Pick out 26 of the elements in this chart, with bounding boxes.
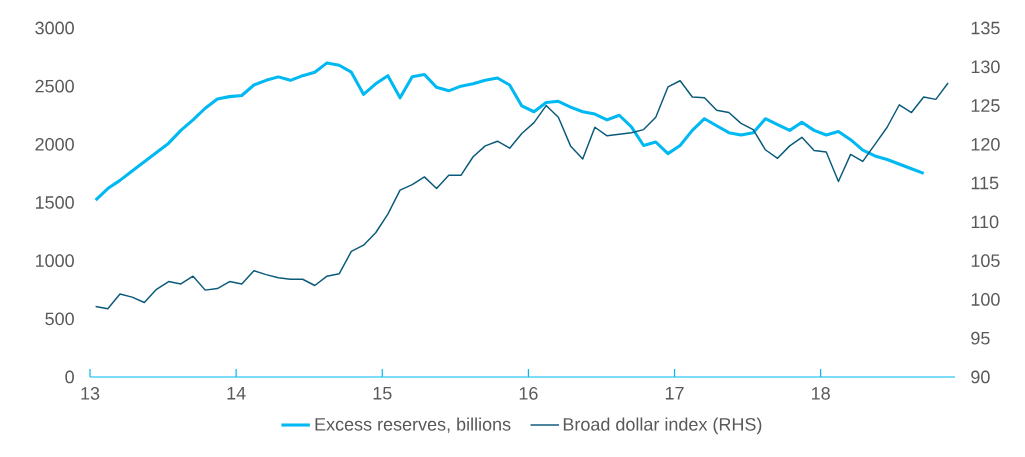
y2-tick-label: 130	[971, 60, 1000, 74]
x-tick-label: 14	[227, 387, 246, 400]
y-tick-label: 3000	[35, 21, 74, 35]
y-tick-label: 1500	[35, 196, 74, 209]
legend-label: Broad dollar index (RHS)	[563, 417, 762, 435]
y2-tick-label: 105	[971, 254, 1000, 268]
y-tick-label: 2000	[35, 137, 74, 151]
line-series	[94, 79, 949, 310]
x-tick-label: 15	[373, 387, 392, 400]
y2-tick-label: 125	[971, 99, 1000, 112]
legend-label: Excess reserves, billions	[315, 417, 511, 433]
y2-tick-label: 135	[971, 21, 1000, 35]
y2-tick-label: 90	[971, 370, 990, 384]
x-tick-label: 17	[665, 387, 684, 400]
y2-tick-label: 100	[971, 293, 1000, 306]
y-tick-label: 2500	[35, 79, 74, 93]
y-tick-label: 0	[65, 370, 74, 384]
y2-tick-label: 120	[971, 137, 1000, 151]
x-tick-label: 13	[81, 387, 100, 400]
y2-tick-label: 95	[971, 331, 990, 345]
y2-tick-label: 110	[971, 215, 999, 229]
y-tick-label: 1000	[35, 254, 74, 268]
x-tick-label: 18	[812, 387, 830, 400]
y-tick-label: 500	[45, 312, 74, 326]
y2-tick-label: 115	[971, 176, 999, 190]
x-tick-label: 16	[519, 387, 538, 400]
